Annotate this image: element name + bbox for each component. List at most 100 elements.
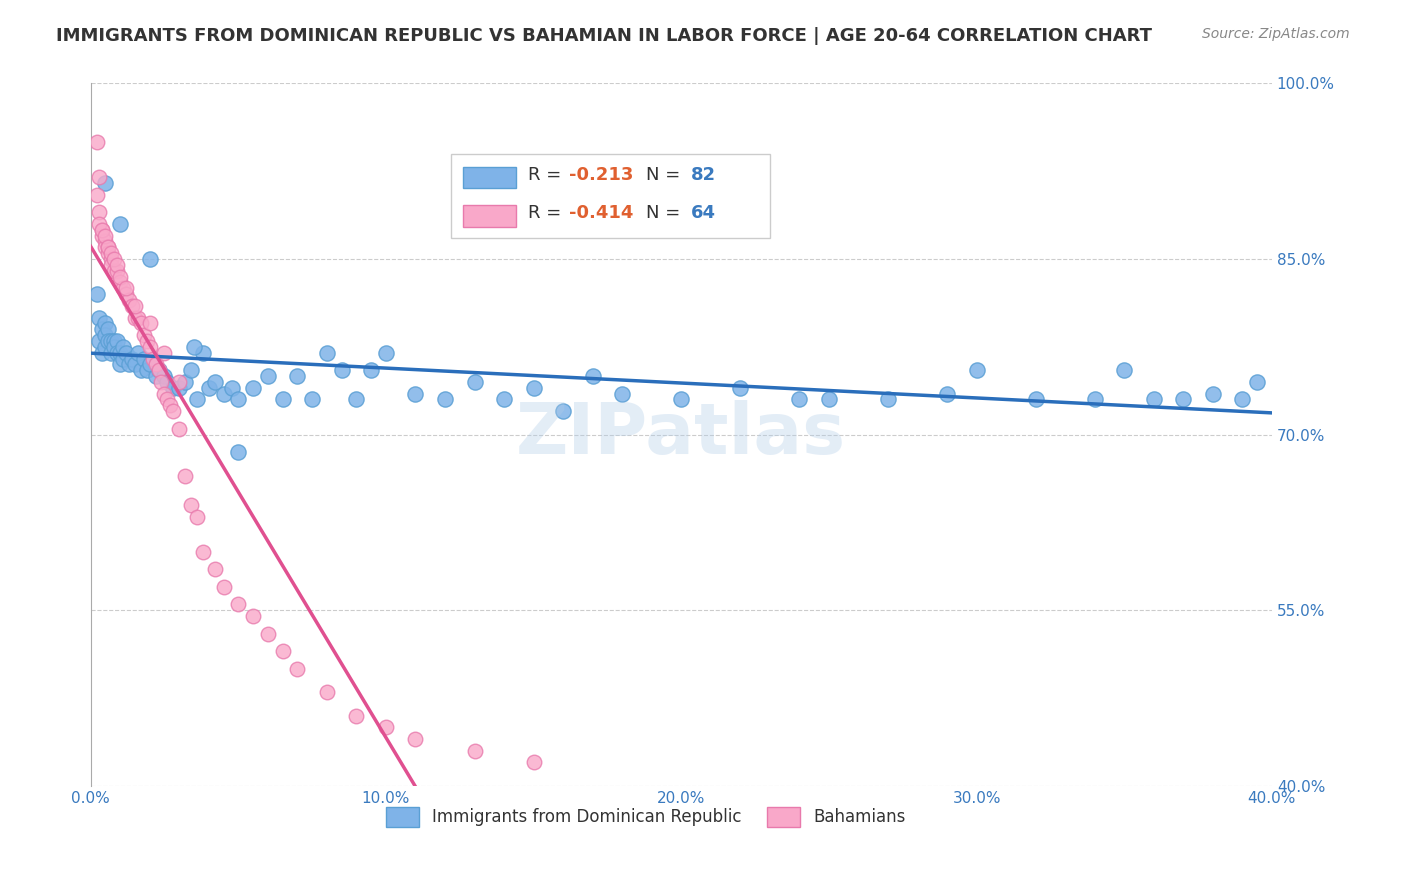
Point [153, 345, 176, 359]
Text: 64: 64 [690, 204, 716, 222]
Point [150, 375, 173, 389]
Point [94, 317, 117, 331]
Point [100, 258, 122, 272]
Point [212, 386, 235, 401]
Point [105, 264, 128, 278]
Point [103, 252, 125, 266]
Point [127, 345, 149, 359]
Point [1025, 392, 1047, 407]
Point [115, 281, 138, 295]
Point [94, 235, 117, 249]
Point [138, 252, 160, 266]
Text: -0.414: -0.414 [569, 204, 634, 222]
Point [285, 662, 308, 676]
Point [118, 357, 141, 371]
Point [97, 246, 120, 260]
Point [91, 223, 114, 237]
Point [1232, 392, 1254, 407]
Point [174, 375, 197, 389]
Point [204, 375, 226, 389]
Point [89, 205, 111, 219]
Text: IMMIGRANTS FROM DOMINICAN REPUBLIC VS BAHAMIAN IN LABOR FORCE | AGE 20-64 CORREL: IMMIGRANTS FROM DOMINICAN REPUBLIC VS BA… [56, 27, 1153, 45]
Point [103, 264, 125, 278]
Point [221, 381, 243, 395]
Point [138, 340, 160, 354]
Point [315, 685, 337, 699]
Point [94, 340, 117, 354]
Point [789, 392, 811, 407]
Point [124, 357, 146, 371]
Bar [463, 167, 516, 188]
Point [159, 398, 181, 412]
Point [1202, 386, 1225, 401]
Point [112, 351, 135, 366]
Point [156, 375, 179, 389]
Point [148, 363, 170, 377]
Point [553, 404, 575, 418]
Point [226, 598, 249, 612]
Point [127, 310, 149, 325]
Point [91, 322, 114, 336]
Point [86, 187, 108, 202]
Point [197, 381, 219, 395]
Point [94, 328, 117, 343]
Point [966, 363, 988, 377]
Point [97, 322, 120, 336]
Text: N =: N = [645, 204, 686, 222]
Point [434, 392, 457, 407]
Point [145, 357, 167, 371]
Point [186, 509, 208, 524]
Point [108, 276, 131, 290]
Point [1084, 392, 1107, 407]
Point [464, 375, 486, 389]
Text: 82: 82 [690, 166, 716, 184]
Point [315, 345, 337, 359]
Point [183, 340, 205, 354]
Point [162, 404, 184, 418]
Point [129, 363, 152, 377]
Point [121, 299, 143, 313]
Point [94, 240, 117, 254]
Point [167, 375, 190, 389]
Point [108, 345, 131, 359]
Point [186, 392, 208, 407]
Point [360, 363, 382, 377]
Point [191, 345, 214, 359]
Point [124, 310, 146, 325]
Point [112, 340, 135, 354]
Point [256, 369, 278, 384]
Point [404, 731, 426, 746]
Point [162, 381, 184, 395]
Point [135, 363, 157, 377]
Point [1114, 363, 1136, 377]
Text: -0.213: -0.213 [569, 166, 634, 184]
Point [108, 217, 131, 231]
Point [730, 381, 752, 395]
Point [142, 351, 165, 366]
Point [464, 744, 486, 758]
Point [330, 363, 353, 377]
Point [344, 392, 367, 407]
Point [582, 369, 605, 384]
Point [271, 644, 294, 658]
Point [404, 386, 426, 401]
Point [523, 381, 546, 395]
Point [1173, 392, 1195, 407]
Point [242, 381, 264, 395]
Point [212, 580, 235, 594]
Point [138, 357, 160, 371]
Point [115, 345, 138, 359]
Point [100, 334, 122, 348]
Point [226, 392, 249, 407]
Legend: Immigrants from Dominican Republic, Bahamians: Immigrants from Dominican Republic, Baha… [380, 800, 912, 834]
Text: ZIPatlas: ZIPatlas [516, 401, 846, 469]
Point [97, 240, 120, 254]
Point [226, 445, 249, 459]
Point [135, 334, 157, 348]
Point [89, 310, 111, 325]
Point [374, 345, 396, 359]
Point [97, 334, 120, 348]
Point [153, 386, 176, 401]
Point [174, 468, 197, 483]
Point [124, 299, 146, 313]
